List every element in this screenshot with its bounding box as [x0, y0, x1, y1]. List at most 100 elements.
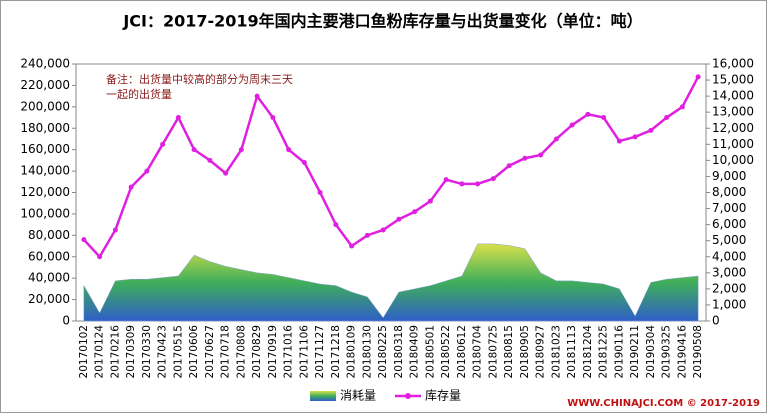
consumption-area [83, 243, 699, 322]
inventory-point [97, 254, 103, 260]
y2-tick-label: 1,000 [712, 297, 746, 311]
x-tick-label: 20170606 [188, 325, 200, 379]
y2-tick-label: 14,000 [712, 89, 754, 103]
inventory-point [664, 115, 670, 121]
x-tick-label: 20170309 [125, 325, 137, 378]
y2-tick-label: 10,000 [712, 153, 754, 167]
x-tick-label: 20180225 [377, 325, 389, 378]
y2-tick-label: 0 [712, 314, 720, 328]
y2-tick-label: 15,000 [712, 73, 754, 87]
inventory-point [223, 170, 229, 176]
y-tick-label: 40,000 [28, 271, 70, 285]
y2-tick-label: 6,000 [712, 217, 746, 231]
x-tick-label: 20170330 [141, 325, 153, 378]
y-tick-label: 20,000 [28, 292, 70, 306]
x-tick-label: 20180109 [346, 325, 358, 378]
inventory-point [538, 152, 544, 158]
x-tick-label: 20190211 [629, 325, 641, 378]
inventory-point [443, 177, 449, 183]
x-tick-label: 20181225 [598, 325, 610, 378]
inventory-point [254, 93, 260, 99]
x-tick-label: 20180905 [519, 325, 531, 378]
x-tick-label: 20180612 [456, 325, 468, 378]
x-tick-label: 20180704 [472, 325, 484, 379]
x-tick-label: 20190325 [661, 325, 673, 378]
inventory-point [679, 104, 685, 110]
x-tick-label: 20180815 [503, 325, 515, 378]
inventory-point [601, 115, 607, 121]
inventory-point [144, 168, 150, 174]
x-tick-label: 20190416 [676, 325, 688, 379]
x-tick-label: 20170718 [220, 325, 232, 378]
x-tick-label: 20181113 [566, 325, 578, 378]
inventory-point [364, 232, 370, 238]
inventory-point [270, 115, 276, 121]
inventory-point [553, 136, 559, 142]
y-tick-label: 100,000 [20, 206, 70, 220]
inventory-point [301, 160, 307, 166]
legend-label: 库存量 [425, 388, 461, 403]
legend-swatch [405, 393, 411, 399]
legend-label: 消耗量 [340, 389, 376, 403]
inventory-point [317, 190, 323, 195]
y-tick-label: 140,000 [20, 164, 70, 178]
inventory-point [459, 181, 465, 187]
y-tick-label: 200,000 [20, 99, 70, 113]
inventory-point [616, 138, 622, 144]
inventory-point [506, 163, 512, 169]
inventory-point [490, 176, 496, 182]
x-tick-label: 20180409 [409, 325, 421, 378]
x-tick-label: 20180725 [487, 325, 499, 378]
x-tick-label: 20170627 [204, 325, 216, 378]
y-tick-label: 240,000 [20, 57, 70, 71]
x-tick-label: 20190116 [613, 325, 625, 379]
x-tick-label: 20180927 [535, 325, 547, 378]
inventory-point [412, 209, 418, 215]
y2-tick-label: 11,000 [712, 137, 754, 151]
x-tick-label: 20170124 [94, 325, 106, 379]
y2-tick-label: 8,000 [712, 185, 746, 199]
inventory-line [82, 76, 700, 259]
legend-swatch [310, 391, 336, 401]
x-tick-label: 20180318 [393, 325, 405, 378]
y2-tick-label: 2,000 [712, 281, 746, 295]
y2-tick-label: 4,000 [712, 249, 746, 263]
x-tick-label: 20170919 [267, 325, 279, 378]
y-tick-label: 180,000 [20, 121, 70, 135]
x-tick-label: 20180501 [424, 325, 436, 378]
inventory-point [396, 216, 402, 222]
annotation: 一起的出货量 [106, 87, 172, 101]
footer: WWW.CHINAJCI.COM © 2017-2019 [567, 398, 760, 409]
inventory-point [695, 74, 701, 80]
inventory-point [648, 127, 654, 133]
y-tick-label: 0 [62, 314, 70, 328]
y-tick-label: 160,000 [20, 142, 70, 156]
inventory-point [427, 198, 433, 204]
x-tick-label: 20171016 [283, 325, 295, 379]
y-tick-label: 220,000 [20, 78, 70, 92]
x-tick-label: 20190508 [692, 325, 704, 378]
inventory-point [191, 147, 197, 153]
x-tick-label: 20190304 [645, 325, 657, 379]
annotation: 备注：出货量中较高的部分为周末三天 [106, 72, 293, 86]
x-tick-label: 20180522 [440, 325, 452, 378]
inventory-point [333, 222, 339, 228]
x-tick-label: 20170515 [172, 325, 184, 378]
x-tick-label: 20171218 [330, 325, 342, 378]
inventory-point [632, 134, 638, 140]
x-tick-label: 20180130 [361, 325, 373, 378]
x-tick-label: 20181023 [550, 325, 562, 378]
inventory-point [569, 122, 575, 128]
y2-tick-label: 13,000 [712, 105, 754, 119]
inventory-point [128, 184, 134, 190]
y-tick-label: 120,000 [20, 185, 70, 199]
x-tick-label: 20171106 [298, 325, 310, 379]
x-tick-label: 20170423 [157, 325, 169, 378]
inventory-point [112, 227, 118, 233]
y2-tick-label: 5,000 [712, 233, 746, 247]
inventory-point [81, 237, 87, 243]
inventory-point [522, 155, 528, 161]
inventory-point [475, 181, 481, 187]
x-tick-label: 20170829 [251, 325, 263, 378]
